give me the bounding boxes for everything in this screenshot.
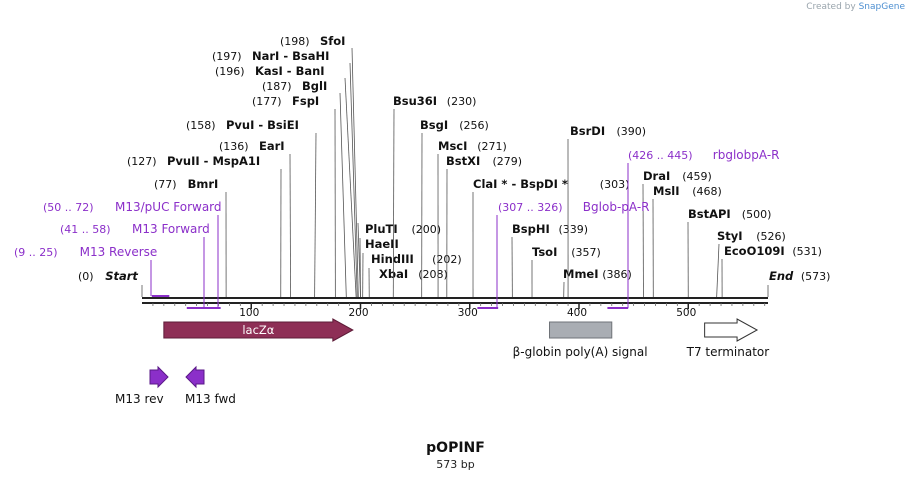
site-line-eari [289, 153, 291, 298]
site-position-clai: (303) [600, 178, 630, 191]
site-name-pvui: PvuI - BsiEI [226, 118, 299, 132]
site-name-drai: DraI [643, 169, 670, 183]
site-name-end: End [769, 269, 794, 283]
ruler-label-300: 300 [458, 307, 478, 319]
site-position-eco0109i: (531) [792, 245, 822, 258]
site-name-hindiii: HindIII [371, 252, 414, 266]
site-position-drai: (459) [682, 170, 712, 183]
site-line-styi [716, 243, 720, 298]
site-name-bstxi: BstXI [446, 154, 480, 168]
site-name-kasi: KasI - BanI [255, 64, 325, 78]
site-name-bsgi: BsgI [420, 118, 448, 132]
site-line-sfoi [351, 47, 359, 298]
snapgene-credit: Created by SnapGene [806, 2, 905, 12]
primer-range-rbglob-site: (426 .. 445) [628, 149, 693, 162]
site-name-nari: NarI - BsaHI [252, 49, 329, 63]
site-name-eco0109i: EcoO109I [724, 244, 785, 258]
site-name-bsphi: BspHI [512, 222, 550, 236]
site-name-msli: MslI [653, 184, 680, 198]
m13-rev-arrow [149, 365, 169, 389]
primer-range-bglob-site: (307 .. 326) [498, 201, 563, 214]
feature-polya [549, 321, 613, 339]
site-name-styi: StyI [717, 229, 743, 243]
site-position-mmei: (386) [602, 268, 632, 281]
site-name-sfoi: SfoI [320, 34, 345, 48]
primer-name-m13puc-site: M13/pUC Forward [115, 200, 222, 214]
site-position-bgli: (187) [262, 80, 292, 93]
site-name-msci: MscI [438, 139, 467, 153]
primer-range-m13fwd-site: (41 .. 58) [60, 223, 111, 236]
site-line-pvui [314, 132, 317, 298]
site-name-start: Start [105, 269, 138, 283]
site-line-haeii [359, 237, 361, 298]
feature-label-polya: β-globin poly(A) signal [513, 345, 648, 359]
site-position-bmri: (77) [154, 178, 177, 191]
m13-fwd-arrow [185, 365, 205, 389]
site-position-bsphi: (339) [559, 223, 589, 236]
credit-prefix: Created by [806, 2, 856, 12]
site-line-bsu36i [392, 108, 395, 298]
site-position-pvui: (158) [186, 119, 216, 132]
site-position-start: (0) [78, 270, 94, 283]
site-position-msci: (271) [477, 140, 507, 153]
site-name-pluti: PluTI [365, 222, 398, 236]
site-name-bsrdi: BsrDI [570, 124, 605, 138]
plasmid-length: 573 bp [436, 458, 475, 471]
site-position-msli: (468) [692, 185, 722, 198]
site-position-bstapi: (500) [742, 208, 772, 221]
site-position-sfoi: (198) [280, 35, 310, 48]
site-position-styi: (526) [756, 230, 786, 243]
primer-range-m13rev-site: (9 .. 25) [14, 246, 58, 259]
site-name-pvuii: PvuII - MspA1I [167, 154, 260, 168]
site-name-eari: EarI [259, 139, 285, 153]
site-position-fspi: (177) [252, 95, 282, 108]
site-name-haeii: HaeII [365, 237, 399, 251]
feature-t7term [704, 318, 759, 342]
feature-label-lacza: lacZα [242, 323, 274, 337]
primer-name-m13rev-site: M13 Reverse [80, 245, 158, 259]
site-position-end: (573) [801, 270, 831, 283]
site-position-kasi: (196) [215, 65, 245, 78]
feature-label-t7term: T7 terminator [686, 345, 770, 359]
site-name-bsu36i: Bsu36I [393, 94, 437, 108]
m13-fwd-arrow-label: M13 fwd [185, 392, 236, 406]
ruler-label-500: 500 [676, 307, 696, 319]
site-line-nari [349, 62, 358, 298]
site-position-bsrdi: (390) [617, 125, 647, 138]
feature-lacza [163, 318, 354, 342]
site-name-bstapi: BstAPI [688, 207, 731, 221]
site-name-bmri: BmrI [188, 177, 219, 191]
site-line-kasi [344, 77, 357, 298]
site-position-tsoi: (357) [571, 246, 601, 259]
primer-name-m13fwd-site: M13 Forward [132, 222, 210, 236]
ruler-label-400: 400 [567, 307, 587, 319]
m13-rev-arrow-label: M13 rev [115, 392, 164, 406]
plasmid-map: 100 200 300 400 500 (0) Start (77) BmrI (127) PvuI… [14, 34, 831, 406]
site-position-pvuii: (127) [127, 155, 157, 168]
site-position-bsgi: (256) [459, 119, 489, 132]
site-name-clai: ClaI * - BspDI * [473, 177, 568, 191]
site-position-bstxi: (279) [493, 155, 523, 168]
ruler-label-200: 200 [349, 307, 369, 319]
plasmid-name: pOPINF [426, 440, 485, 456]
site-name-fspi: FspI [292, 94, 319, 108]
site-position-bsu36i: (230) [447, 95, 477, 108]
site-position-nari: (197) [212, 50, 242, 63]
primer-range-m13puc-site: (50 .. 72) [43, 201, 94, 214]
ruler-label-100: 100 [239, 307, 259, 319]
site-position-eari: (136) [219, 140, 249, 153]
site-name-mmei: MmeI [563, 267, 599, 281]
site-position-pluti: (200) [412, 223, 442, 236]
snapgene-logo: SnapGene [858, 2, 905, 12]
site-line-bgli [339, 92, 347, 298]
site-position-xbai: (208) [418, 268, 448, 281]
primer-name-bglob-site: Bglob-pA-R [583, 200, 650, 214]
primer-name-rbglob-site: rbglobpA-R [713, 148, 780, 162]
site-name-bgli: BglI [302, 79, 327, 93]
site-name-tsoi: TsoI [532, 245, 557, 259]
